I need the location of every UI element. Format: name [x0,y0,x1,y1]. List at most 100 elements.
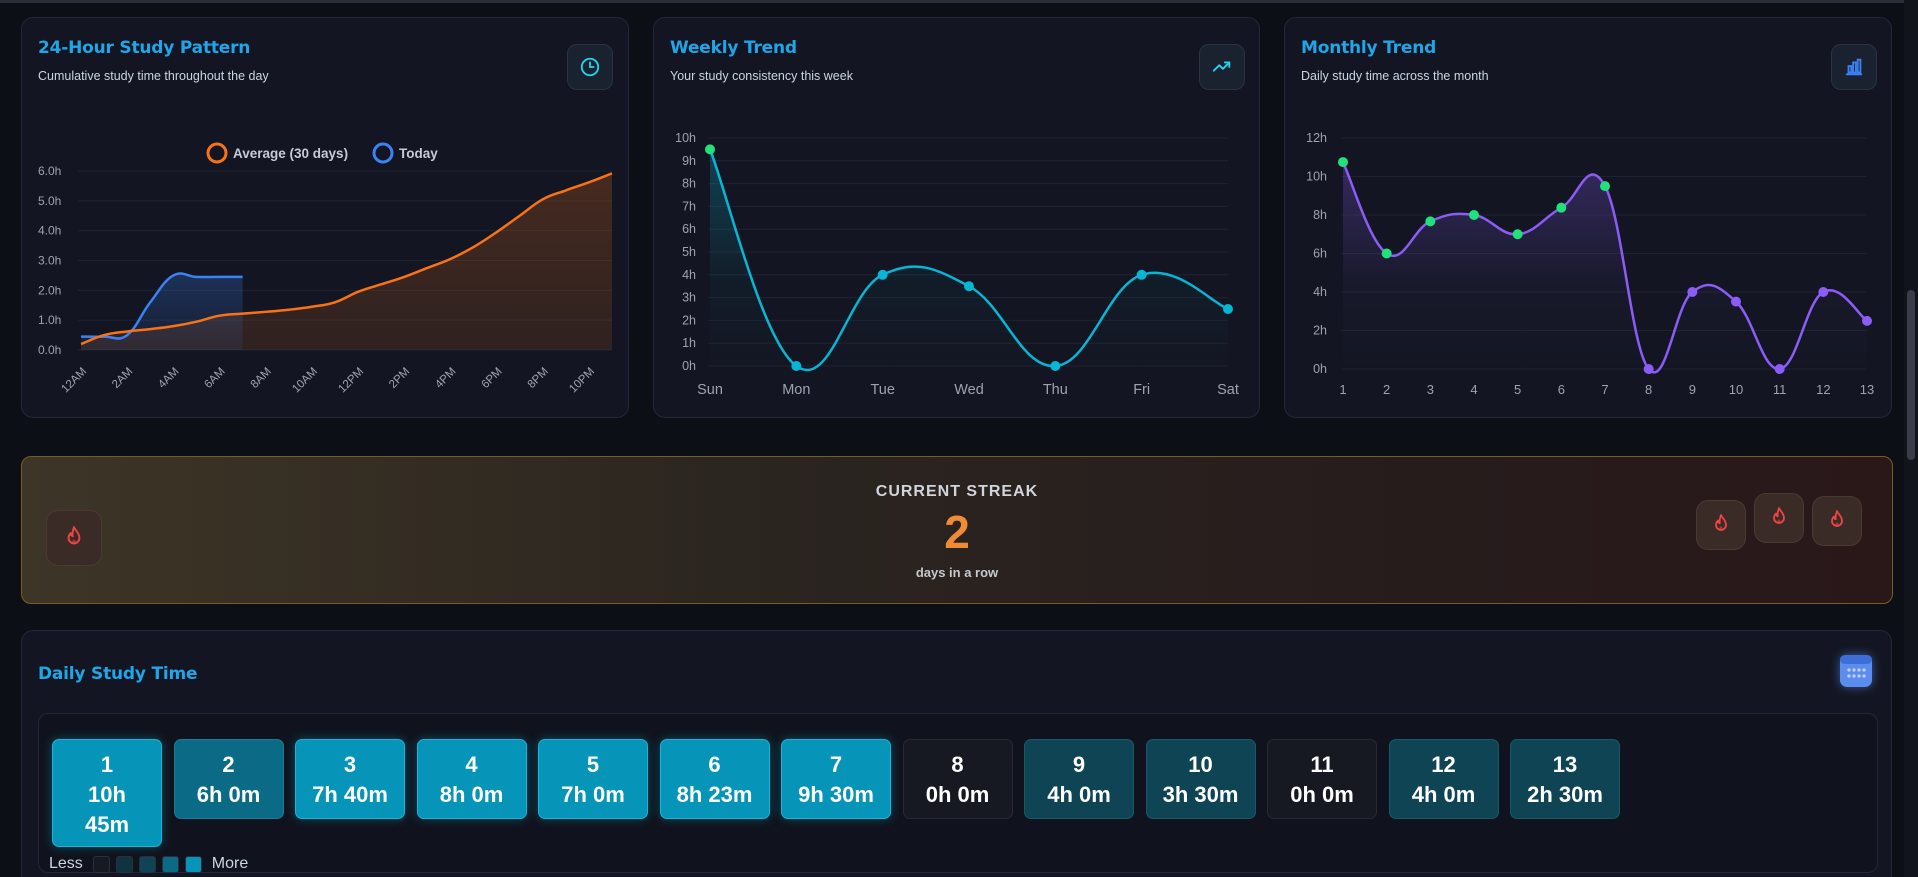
day-number: 11 [1310,752,1334,777]
y-tick-label: 2h [682,313,696,327]
x-tick-label: Sun [697,382,723,398]
data-point [1425,216,1436,227]
day-time: 9h 30m [798,782,874,807]
y-tick-label: 6h [1313,247,1327,261]
clock-icon[interactable] [567,44,613,90]
x-tick-label: 13 [1860,382,1874,397]
today-line [80,272,243,340]
calendar-icon[interactable] [1840,655,1872,687]
legend-square [115,855,133,873]
pattern-card: 24-Hour Study Pattern Cumulative study t… [21,17,629,418]
y-tick-label: 1.0h [38,313,61,327]
today-area [81,273,243,350]
day-time: 0h 0m [1290,782,1354,807]
day-cell[interactable]: 6 8h 23m [659,739,770,819]
day-cell[interactable]: 8 0h 0m [902,739,1013,819]
x-tick-label: 4AM [156,366,181,391]
day-number: 6 [708,752,721,777]
legend-more: More [211,855,249,872]
legend-square [161,855,179,873]
y-tick-label: 0h [682,359,696,373]
day-cell[interactable]: 2 6h 0m [173,739,284,819]
day-time: 3h 30m [1162,782,1239,807]
average-line [80,172,613,346]
y-tick-label: 4h [1313,285,1327,299]
y-tick-label: 12h [1306,131,1327,145]
day-cell[interactable]: 1 10h 45m [52,739,162,847]
x-tick-label: 2PM [387,366,412,391]
day-cell[interactable]: 13 2h 30m [1510,739,1620,819]
day-time: 4h 0m [1047,782,1111,807]
daily-grid: 1 10h 45m 2 6h 0m 3 7h 40m 4 8h 0m 5 7h 0m 6 8h 23m… [38,713,1878,873]
weekly-chart: 0h 1h 2h 3h 4h 5h 6h 7h 8h 9h 10h Sun Mon Tue Wed Thu Fr… [675,131,1239,398]
day-number: 8 [951,752,964,777]
y-tick-label: 10h [1306,170,1327,184]
legend-average-marker [206,142,228,164]
monthly-title: Monthly Trend [1301,38,1437,58]
data-point [1862,315,1872,326]
y-tick-label: 6h [682,222,696,236]
x-tick-label: 4 [1470,382,1477,397]
x-tick-label: Wed [954,382,984,398]
data-point [1512,229,1523,240]
data-point [1731,296,1741,307]
day-number: 1 [100,752,114,777]
pattern-title: 24-Hour Study Pattern [38,38,251,58]
y-tick-label: 5h [682,245,696,259]
page-scrollbar[interactable] [1904,0,1918,877]
day-time: 2h 30m [1527,782,1603,807]
day-time: 8h 0m [439,782,504,807]
data-point [1687,287,1698,297]
scrollbar-thumb[interactable] [1907,290,1915,460]
day-time: 6h 0m [196,782,261,807]
flame-icon [1696,500,1746,550]
weekly-title: Weekly Trend [670,38,797,58]
y-tick-label: 1h [682,336,696,350]
streak-subtitle: days in a row [915,565,999,580]
day-number: 9 [1072,752,1086,777]
y-tick-label: 2.0h [38,283,61,297]
x-tick-label: Tue [870,382,894,398]
y-tick-label: 4.0h [38,224,61,238]
day-cell[interactable]: 10 3h 30m [1145,739,1256,819]
trending-up-icon[interactable] [1199,44,1245,90]
day-cell[interactable]: 12 4h 0m [1388,739,1499,819]
x-tick-label: 8AM [249,366,274,391]
data-point [1818,287,1829,297]
day-time: 0h 0m [925,782,990,807]
y-tick-label: 5.0h [38,194,61,208]
y-tick-label: 3.0h [38,254,61,268]
weekly-card: Weekly Trend Your study consistency this… [653,17,1260,418]
x-tick-label: 1 [1339,382,1346,397]
data-point [1556,202,1567,213]
day-cell[interactable]: 5 7h 0m [538,739,648,819]
legend-square [138,855,156,873]
data-point [1381,248,1392,259]
x-tick-label: 3 [1427,382,1434,397]
window-top-border [0,0,1918,3]
data-point [1600,181,1610,192]
x-tick-label: 5 [1514,382,1521,397]
y-tick-label: 3h [682,291,696,305]
day-time: 10h 45m [84,782,130,837]
x-tick-label: Mon [782,382,810,398]
day-cell[interactable]: 9 4h 0m [1024,739,1134,819]
day-time: 7h 0m [561,782,625,807]
x-tick-label: Thu [1043,382,1068,398]
data-point [1643,364,1654,374]
data-point [1223,304,1233,314]
x-tick-label: 8 [1645,382,1652,397]
pattern-chart: 0.0h 1.0h 2.0h 3.0h 4.0h 5.0h 6.0h 12AM 2AM 4AM 6A… [38,142,613,396]
day-number: 13 [1552,752,1578,777]
day-cell[interactable]: 4 8h 0m [416,739,527,819]
day-cell[interactable]: 3 7h 40m [295,739,405,819]
day-cell[interactable]: 7 9h 30m [781,739,891,819]
day-cell[interactable]: 11 0h 0m [1267,739,1377,819]
data-point [1136,269,1147,280]
bar-chart-icon[interactable] [1831,44,1877,90]
monthly-subtitle: Daily study time across the month [1301,69,1489,83]
x-tick-label: 6 [1558,382,1565,397]
x-tick-label: 12AM [59,366,89,396]
legend-today-label: Today [399,146,438,161]
day-time: 7h 40m [312,782,388,807]
